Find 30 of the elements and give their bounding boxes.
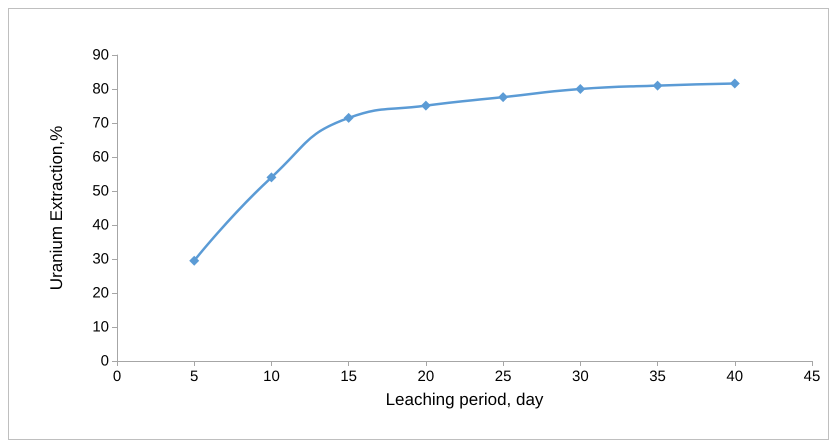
x-axis-title: Leaching period, day (386, 390, 544, 409)
x-tick-label: 25 (494, 368, 512, 385)
x-tick-label: 15 (340, 368, 358, 385)
y-tick-label: 40 (92, 216, 109, 234)
x-tick-label: 5 (190, 368, 198, 385)
y-tick-label: 20 (92, 284, 109, 302)
x-tick-label: 40 (726, 368, 744, 385)
y-tick-label: 0 (100, 352, 109, 370)
y-tick-label: 90 (92, 46, 109, 64)
point (420, 100, 431, 111)
point (266, 172, 276, 182)
y-tick-label: 10 (92, 318, 109, 336)
x-tick-label: 0 (112, 368, 122, 385)
point (189, 256, 200, 266)
y-tick-label: 50 (92, 182, 109, 200)
y-tick-label: 30 (92, 250, 109, 268)
x-tick-label: 20 (418, 368, 434, 385)
x-tick-label: 10 (263, 368, 280, 385)
y-tick-label: 70 (92, 114, 109, 132)
x-tick-label: 45 (804, 368, 820, 385)
point (344, 112, 354, 123)
y-tick-label: 80 (92, 80, 109, 98)
x-tick-label: 35 (649, 368, 666, 385)
x-tick-label: 30 (572, 368, 589, 385)
y-tick-label: 60 (92, 148, 109, 166)
point (730, 78, 740, 89)
point (575, 84, 586, 94)
point (498, 92, 508, 102)
point (652, 80, 663, 91)
y-axis-title: Uranium Extraction,% (47, 126, 66, 290)
